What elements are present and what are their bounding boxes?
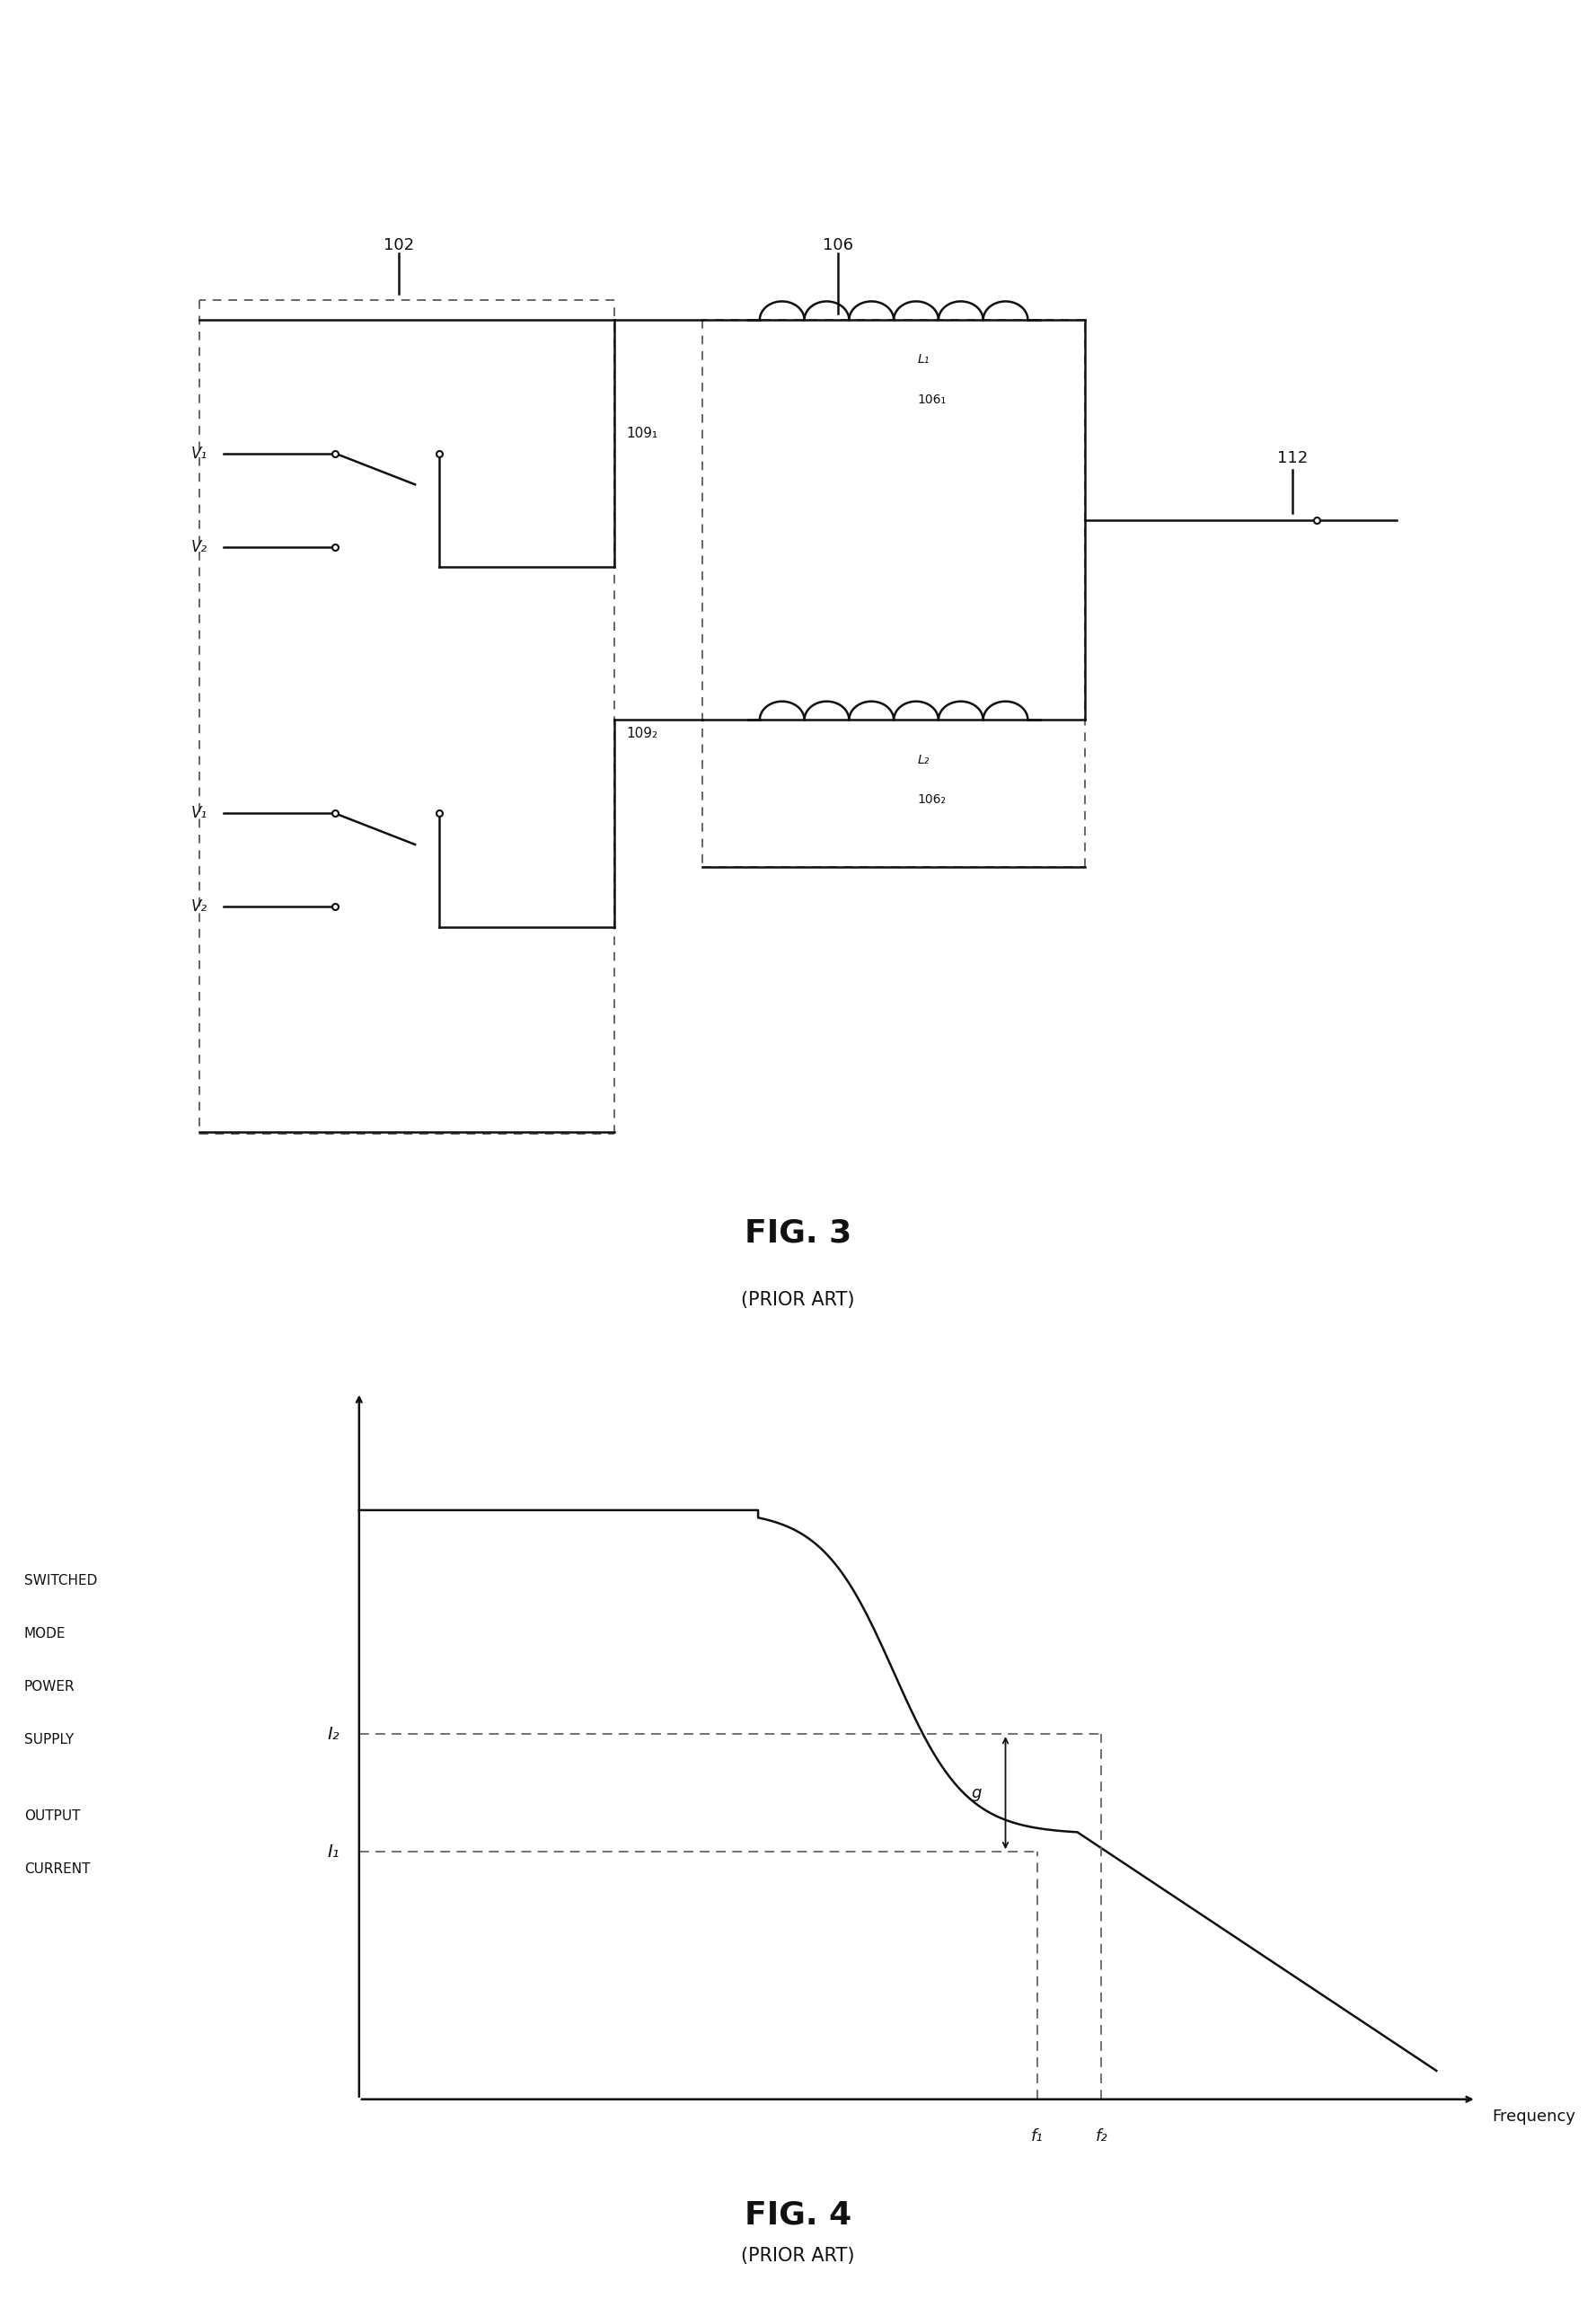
Text: 106₁: 106₁ (918, 393, 946, 407)
Text: POWER: POWER (24, 1681, 75, 1694)
Text: CURRENT: CURRENT (24, 1862, 89, 1876)
Text: (PRIOR ART): (PRIOR ART) (741, 2246, 855, 2265)
Text: FIG. 3: FIG. 3 (744, 1218, 852, 1248)
Text: 109₂: 109₂ (627, 726, 658, 740)
Text: 106₂: 106₂ (918, 793, 946, 807)
Text: g: g (972, 1784, 982, 1800)
Text: MODE: MODE (24, 1628, 65, 1641)
Text: FIG. 4: FIG. 4 (744, 2200, 852, 2230)
Text: Frequency: Frequency (1492, 2108, 1575, 2124)
Text: I₁: I₁ (327, 1844, 340, 1860)
Text: OUTPUT: OUTPUT (24, 1809, 80, 1823)
Text: L₂: L₂ (918, 754, 930, 766)
Text: I₂: I₂ (327, 1727, 340, 1743)
Text: 106: 106 (822, 237, 854, 253)
Text: V₂: V₂ (192, 538, 207, 554)
Text: V₁: V₁ (192, 805, 207, 821)
Text: SUPPLY: SUPPLY (24, 1733, 73, 1747)
Text: (PRIOR ART): (PRIOR ART) (741, 1292, 855, 1308)
Text: L₁: L₁ (918, 354, 930, 366)
Text: f₁: f₁ (1031, 2129, 1044, 2145)
Text: V₁: V₁ (192, 446, 207, 462)
Text: 109₁: 109₁ (627, 428, 658, 439)
Text: V₂: V₂ (192, 899, 207, 915)
Text: f₂: f₂ (1095, 2129, 1108, 2145)
Text: SWITCHED: SWITCHED (24, 1575, 97, 1589)
Text: 102: 102 (383, 237, 415, 253)
Text: 112: 112 (1277, 451, 1309, 467)
